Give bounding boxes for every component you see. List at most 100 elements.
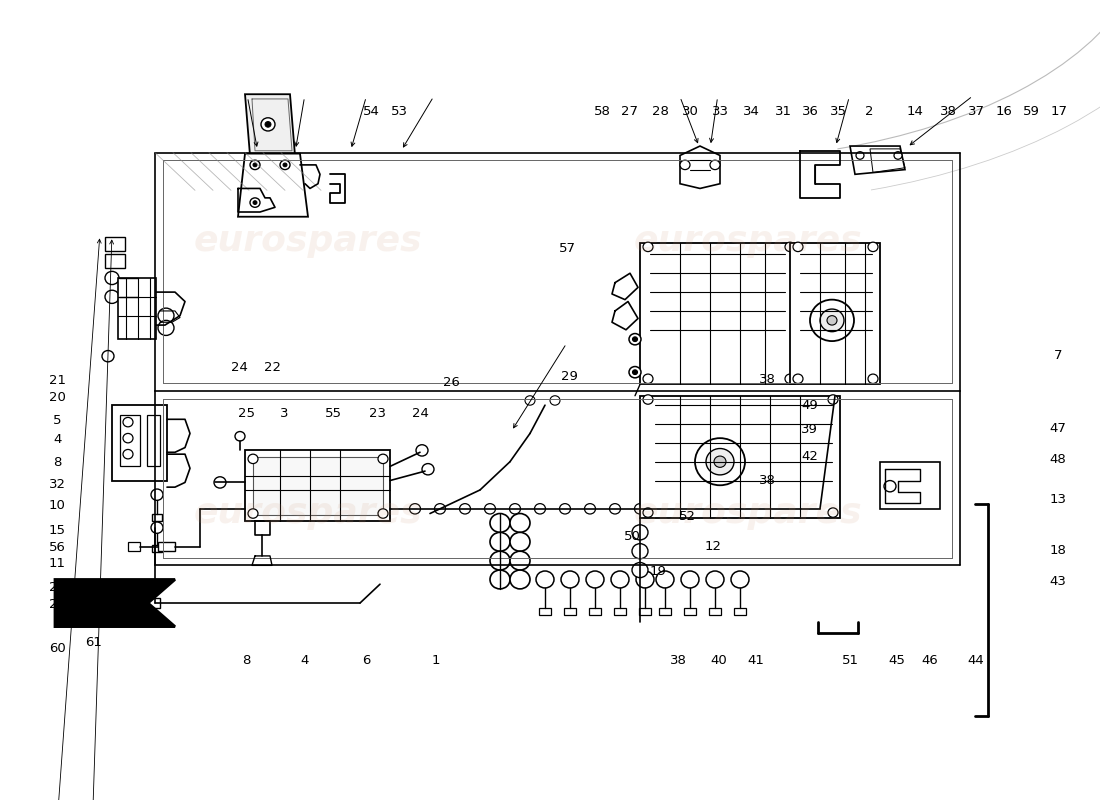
Text: 23: 23 (368, 406, 386, 419)
Text: 26: 26 (442, 377, 460, 390)
Text: 54: 54 (363, 105, 381, 118)
Circle shape (250, 198, 260, 207)
Text: 28: 28 (651, 105, 669, 118)
Text: 49: 49 (801, 399, 818, 412)
Circle shape (632, 370, 638, 374)
Text: 57: 57 (559, 242, 576, 255)
FancyBboxPatch shape (588, 608, 601, 615)
FancyBboxPatch shape (790, 243, 880, 385)
Text: 56: 56 (48, 541, 66, 554)
Text: 8: 8 (242, 654, 251, 667)
Text: 55: 55 (324, 406, 342, 419)
Text: 46: 46 (921, 654, 938, 667)
FancyBboxPatch shape (120, 414, 140, 466)
Text: 22: 22 (264, 362, 282, 374)
Text: 38: 38 (670, 654, 688, 667)
Circle shape (510, 532, 530, 551)
Text: 6: 6 (362, 654, 371, 667)
Circle shape (681, 571, 698, 588)
Circle shape (261, 118, 275, 131)
FancyBboxPatch shape (684, 608, 696, 615)
Text: 38: 38 (939, 105, 957, 118)
Text: eurospares: eurospares (634, 495, 862, 530)
Circle shape (214, 477, 225, 488)
Circle shape (510, 570, 530, 589)
Circle shape (656, 571, 674, 588)
Circle shape (123, 418, 133, 427)
Text: 1: 1 (431, 654, 440, 667)
FancyBboxPatch shape (253, 457, 383, 515)
Text: 35: 35 (829, 105, 847, 118)
Circle shape (785, 242, 795, 251)
Text: 30: 30 (682, 105, 700, 118)
Circle shape (434, 504, 446, 514)
Circle shape (610, 571, 629, 588)
Circle shape (510, 551, 530, 570)
Text: 53: 53 (390, 105, 408, 118)
Text: 17: 17 (1050, 105, 1068, 118)
Text: 45: 45 (888, 654, 905, 667)
Circle shape (248, 509, 258, 518)
Circle shape (422, 463, 435, 475)
Circle shape (856, 152, 864, 159)
Circle shape (629, 334, 641, 345)
Circle shape (560, 504, 571, 514)
Text: 15: 15 (48, 524, 66, 537)
Circle shape (636, 571, 654, 588)
Circle shape (714, 456, 726, 467)
Circle shape (151, 489, 163, 500)
Circle shape (810, 300, 854, 341)
Text: 36: 36 (802, 105, 820, 118)
Text: 18: 18 (1049, 544, 1067, 557)
Circle shape (525, 396, 535, 405)
Circle shape (158, 320, 174, 335)
Text: 37: 37 (968, 105, 986, 118)
Text: 42: 42 (801, 450, 818, 462)
FancyBboxPatch shape (539, 608, 551, 615)
FancyBboxPatch shape (639, 608, 651, 615)
Circle shape (644, 395, 653, 404)
Polygon shape (238, 154, 308, 217)
Text: 24: 24 (231, 362, 249, 374)
Text: 10: 10 (48, 498, 66, 511)
Circle shape (706, 449, 734, 475)
Circle shape (644, 508, 653, 518)
Circle shape (490, 551, 510, 570)
Text: 29: 29 (561, 370, 579, 383)
Circle shape (536, 571, 554, 588)
Text: 21: 21 (48, 582, 66, 594)
FancyBboxPatch shape (880, 462, 940, 509)
Circle shape (584, 504, 595, 514)
Circle shape (894, 152, 902, 159)
Circle shape (635, 504, 646, 514)
Text: 41: 41 (747, 654, 764, 667)
Text: 7: 7 (1054, 350, 1063, 362)
Text: 20: 20 (48, 598, 66, 611)
Circle shape (609, 504, 620, 514)
Text: eurospares: eurospares (194, 224, 422, 258)
Circle shape (706, 571, 724, 588)
Circle shape (550, 396, 560, 405)
FancyBboxPatch shape (152, 514, 162, 521)
Circle shape (828, 508, 838, 518)
FancyBboxPatch shape (147, 414, 160, 466)
Text: eurospares: eurospares (194, 495, 422, 530)
Circle shape (409, 504, 420, 514)
Text: 4: 4 (300, 654, 309, 667)
Text: 16: 16 (996, 105, 1013, 118)
Circle shape (535, 504, 546, 514)
Text: 52: 52 (679, 510, 696, 523)
Circle shape (104, 271, 119, 285)
Text: 34: 34 (742, 105, 760, 118)
Circle shape (283, 163, 287, 166)
Circle shape (632, 525, 648, 540)
Text: 31: 31 (774, 105, 792, 118)
Circle shape (732, 571, 749, 588)
Text: 38: 38 (759, 474, 777, 487)
Circle shape (378, 509, 388, 518)
Text: 20: 20 (48, 390, 66, 404)
Circle shape (253, 201, 257, 205)
FancyBboxPatch shape (640, 396, 840, 518)
Text: 61: 61 (85, 636, 102, 649)
Polygon shape (245, 94, 295, 155)
